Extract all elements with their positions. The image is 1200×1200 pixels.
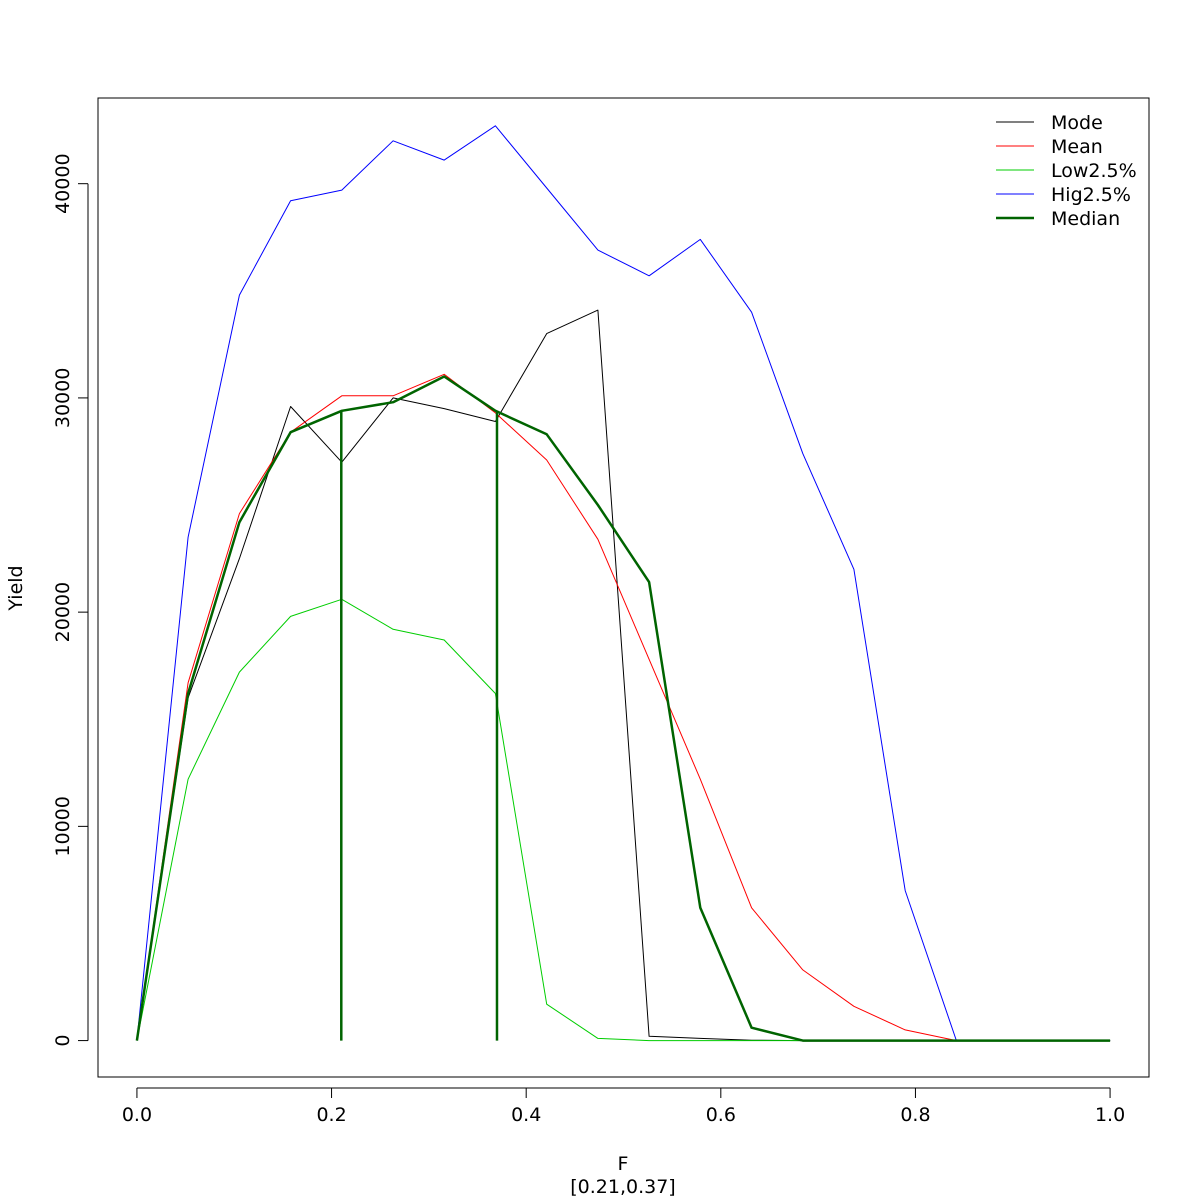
x-axis: 0.0 0.2 0.4 0.6 0.8 1.0 — [122, 1087, 1125, 1126]
y-tick-label: 30000 — [52, 368, 74, 428]
x-tick-label: 0.2 — [316, 1104, 346, 1126]
x-tick-label: 1.0 — [1095, 1104, 1125, 1126]
y-tick-label: 20000 — [52, 582, 74, 642]
legend-label: Median — [1051, 208, 1120, 230]
y-axis: 0 10000 20000 30000 40000 — [52, 153, 89, 1047]
x-axis-subtitle: [0.21,0.37] — [570, 1176, 675, 1198]
x-tick-label: 0.0 — [122, 1104, 152, 1126]
y-tick-label: 40000 — [52, 153, 74, 213]
series-line-mean — [136, 373, 1111, 1042]
legend-label: Low2.5% — [1051, 160, 1137, 182]
y-tick-label: 10000 — [52, 796, 74, 856]
reference-lines — [340, 410, 499, 1041]
y-tick-label: 0 — [52, 1035, 74, 1047]
x-tick-label: 0.8 — [900, 1104, 930, 1126]
y-axis-title: Yield — [5, 565, 27, 611]
x-tick-label: 0.6 — [706, 1104, 736, 1126]
series-line-median — [135, 375, 1111, 1042]
legend-label: Mode — [1051, 112, 1103, 134]
legend-label: Mean — [1051, 136, 1103, 158]
x-axis-title: F — [618, 1153, 629, 1175]
x-tick-label: 0.4 — [511, 1104, 541, 1126]
series-line-mode — [136, 309, 1111, 1042]
legend-label: Hig2.5% — [1051, 184, 1131, 206]
series-layer — [135, 125, 1111, 1042]
series-line-hig2-5- — [136, 125, 1111, 1042]
plot-frame — [97, 97, 1150, 1078]
series-line-low2-5- — [136, 598, 1111, 1042]
